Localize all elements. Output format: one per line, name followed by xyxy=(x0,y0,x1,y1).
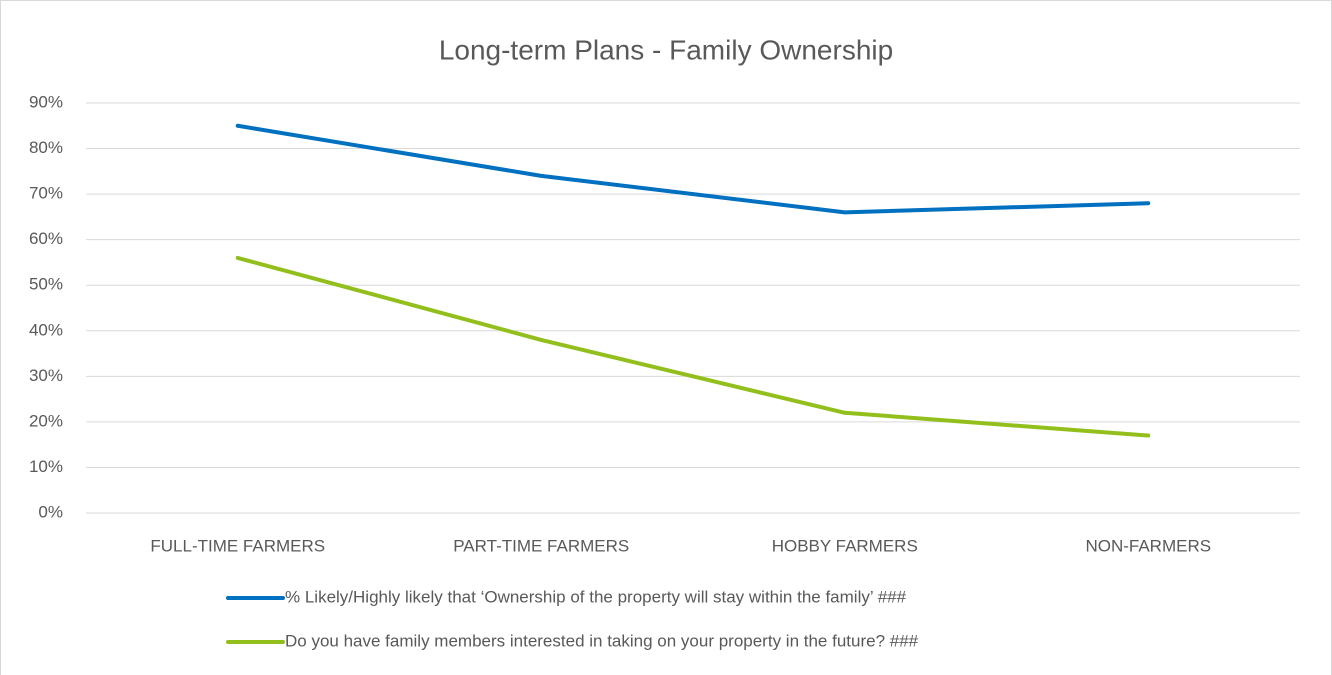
x-tick-label: NON-FARMERS xyxy=(1085,536,1211,555)
series-line xyxy=(235,123,1151,215)
legend-label: Do you have family members interested in… xyxy=(285,631,919,650)
x-tick-label: FULL-TIME FARMERS xyxy=(150,536,325,555)
series-line xyxy=(235,255,1151,438)
y-tick-label: 10% xyxy=(29,457,63,476)
y-tick-label: 70% xyxy=(29,184,63,203)
y-tick-label: 90% xyxy=(29,92,63,111)
y-tick-label: 80% xyxy=(29,138,63,157)
y-tick-label: 30% xyxy=(29,366,63,385)
y-tick-label: 0% xyxy=(38,502,63,521)
y-tick-label: 20% xyxy=(29,411,63,430)
x-tick-label: HOBBY FARMERS xyxy=(772,536,918,555)
y-tick-label: 40% xyxy=(29,320,63,339)
chart-title: Long-term Plans - Family Ownership xyxy=(439,34,893,65)
legend-label: % Likely/Highly likely that ‘Ownership o… xyxy=(285,587,907,606)
x-tick-label: PART-TIME FARMERS xyxy=(453,536,629,555)
y-tick-label: 50% xyxy=(29,275,63,294)
y-tick-label: 60% xyxy=(29,229,63,248)
